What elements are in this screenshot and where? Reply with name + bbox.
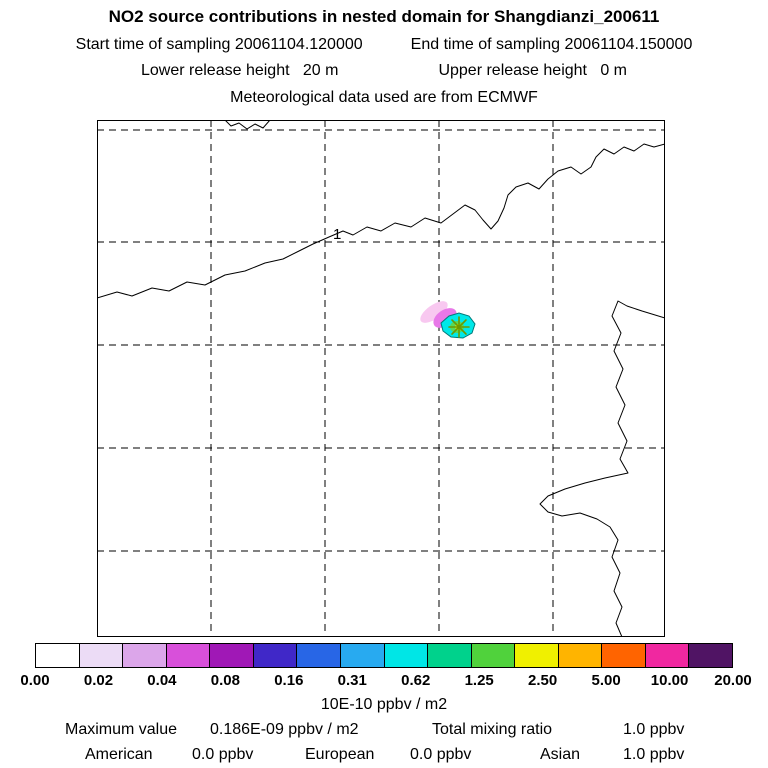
- coastline-east: [539, 300, 665, 637]
- met-source-label: Meteorological data used are from ECMWF: [230, 89, 538, 106]
- colorbar-segment: [601, 644, 645, 667]
- colorbar-segment: [339, 644, 384, 667]
- sampling-times-line: Start time of sampling 20061104.120000 E…: [0, 36, 768, 54]
- colorbar-tick: 0.04: [147, 672, 177, 689]
- station-marker-spoke: [451, 319, 467, 335]
- map-border: [97, 120, 665, 637]
- colorbar-tick: 0.31: [337, 672, 367, 689]
- colorbar-tick: 0.16: [274, 672, 304, 689]
- colorbar-tick: 20.00: [714, 672, 752, 689]
- end-time-label: End time of sampling 20061104.150000: [410, 36, 693, 53]
- lower-release-height-label: Lower release height 20 m: [141, 62, 339, 79]
- map-grid-label: 1: [333, 226, 341, 243]
- colorbar-segment: [36, 644, 79, 667]
- coastline-top-edge: [224, 120, 271, 130]
- upper-release-height-label: Upper release height 0 m: [438, 62, 627, 79]
- colorbar-tick: 0.02: [83, 672, 114, 689]
- max-value: 0.186E-09 ppbv / m2: [210, 721, 359, 738]
- colorbar-units-label: 10E-10 ppbv / m2: [320, 696, 448, 713]
- colorbar: [35, 643, 733, 668]
- colorbar-segment: [470, 644, 515, 667]
- region-american-label: American: [85, 746, 153, 763]
- release-heights-line: Lower release height 20 m Upper release …: [0, 62, 768, 80]
- colorbar-segment: [252, 644, 297, 667]
- plume: [420, 301, 476, 339]
- colorbar-tick-labels: 0.00 0.02 0.04 0.08 0.16 0.31 0.62 1.25 …: [20, 672, 751, 690]
- colorbar-tick: 10.00: [650, 672, 689, 689]
- colorbar-segment: [688, 644, 732, 667]
- total-mixing-ratio-label: Total mixing ratio: [432, 721, 553, 738]
- region-american-value: 0.0 ppbv: [192, 746, 254, 763]
- max-value-label: Maximum value: [65, 721, 178, 738]
- region-european-value: 0.0 ppbv: [410, 746, 472, 763]
- colorbar-segment: [557, 644, 602, 667]
- coastline-north: [97, 143, 665, 299]
- summary-line: Maximum value 0.186E-09 ppbv / m2 Total …: [0, 721, 768, 741]
- colorbar-tick: 1.25: [464, 672, 494, 689]
- colorbar-segment: [383, 644, 428, 667]
- colorbar-segment: [644, 644, 689, 667]
- colorbar-segment: [165, 644, 210, 667]
- grid-lines: [97, 120, 665, 637]
- regions-line: American 0.0 ppbv European 0.0 ppbv Asia…: [0, 746, 768, 766]
- total-mixing-ratio-value: 1.0 ppbv: [623, 721, 685, 738]
- station-marker: [448, 316, 470, 338]
- colorbar-tick: 0.62: [401, 672, 431, 689]
- colorbar-tick: 5.00: [591, 672, 621, 689]
- region-asian-label: Asian: [540, 746, 581, 763]
- colorbar-segment: [296, 644, 340, 667]
- colorbar-tick: 0.08: [210, 672, 240, 689]
- region-asian-value: 1.0 ppbv: [623, 746, 685, 763]
- colorbar-segment: [209, 644, 253, 667]
- map-plot: 1: [97, 120, 665, 637]
- colorbar-wrap: 0.00 0.02 0.04 0.08 0.16 0.31 0.62 1.25 …: [20, 643, 752, 690]
- start-time-label: Start time of sampling 20061104.120000: [75, 36, 363, 53]
- colorbar-tick: 0.00: [20, 672, 50, 689]
- colorbar-segment: [78, 644, 123, 667]
- plot-title: NO2 source contributions in nested domai…: [108, 7, 660, 26]
- coastlines: [97, 120, 665, 637]
- region-european-label: European: [305, 746, 375, 763]
- colorbar-segment: [427, 644, 471, 667]
- colorbar-tick: 2.50: [528, 672, 558, 689]
- colorbar-segment: [514, 644, 558, 667]
- colorbar-segment: [122, 644, 166, 667]
- plume-outer-pink: [420, 301, 448, 323]
